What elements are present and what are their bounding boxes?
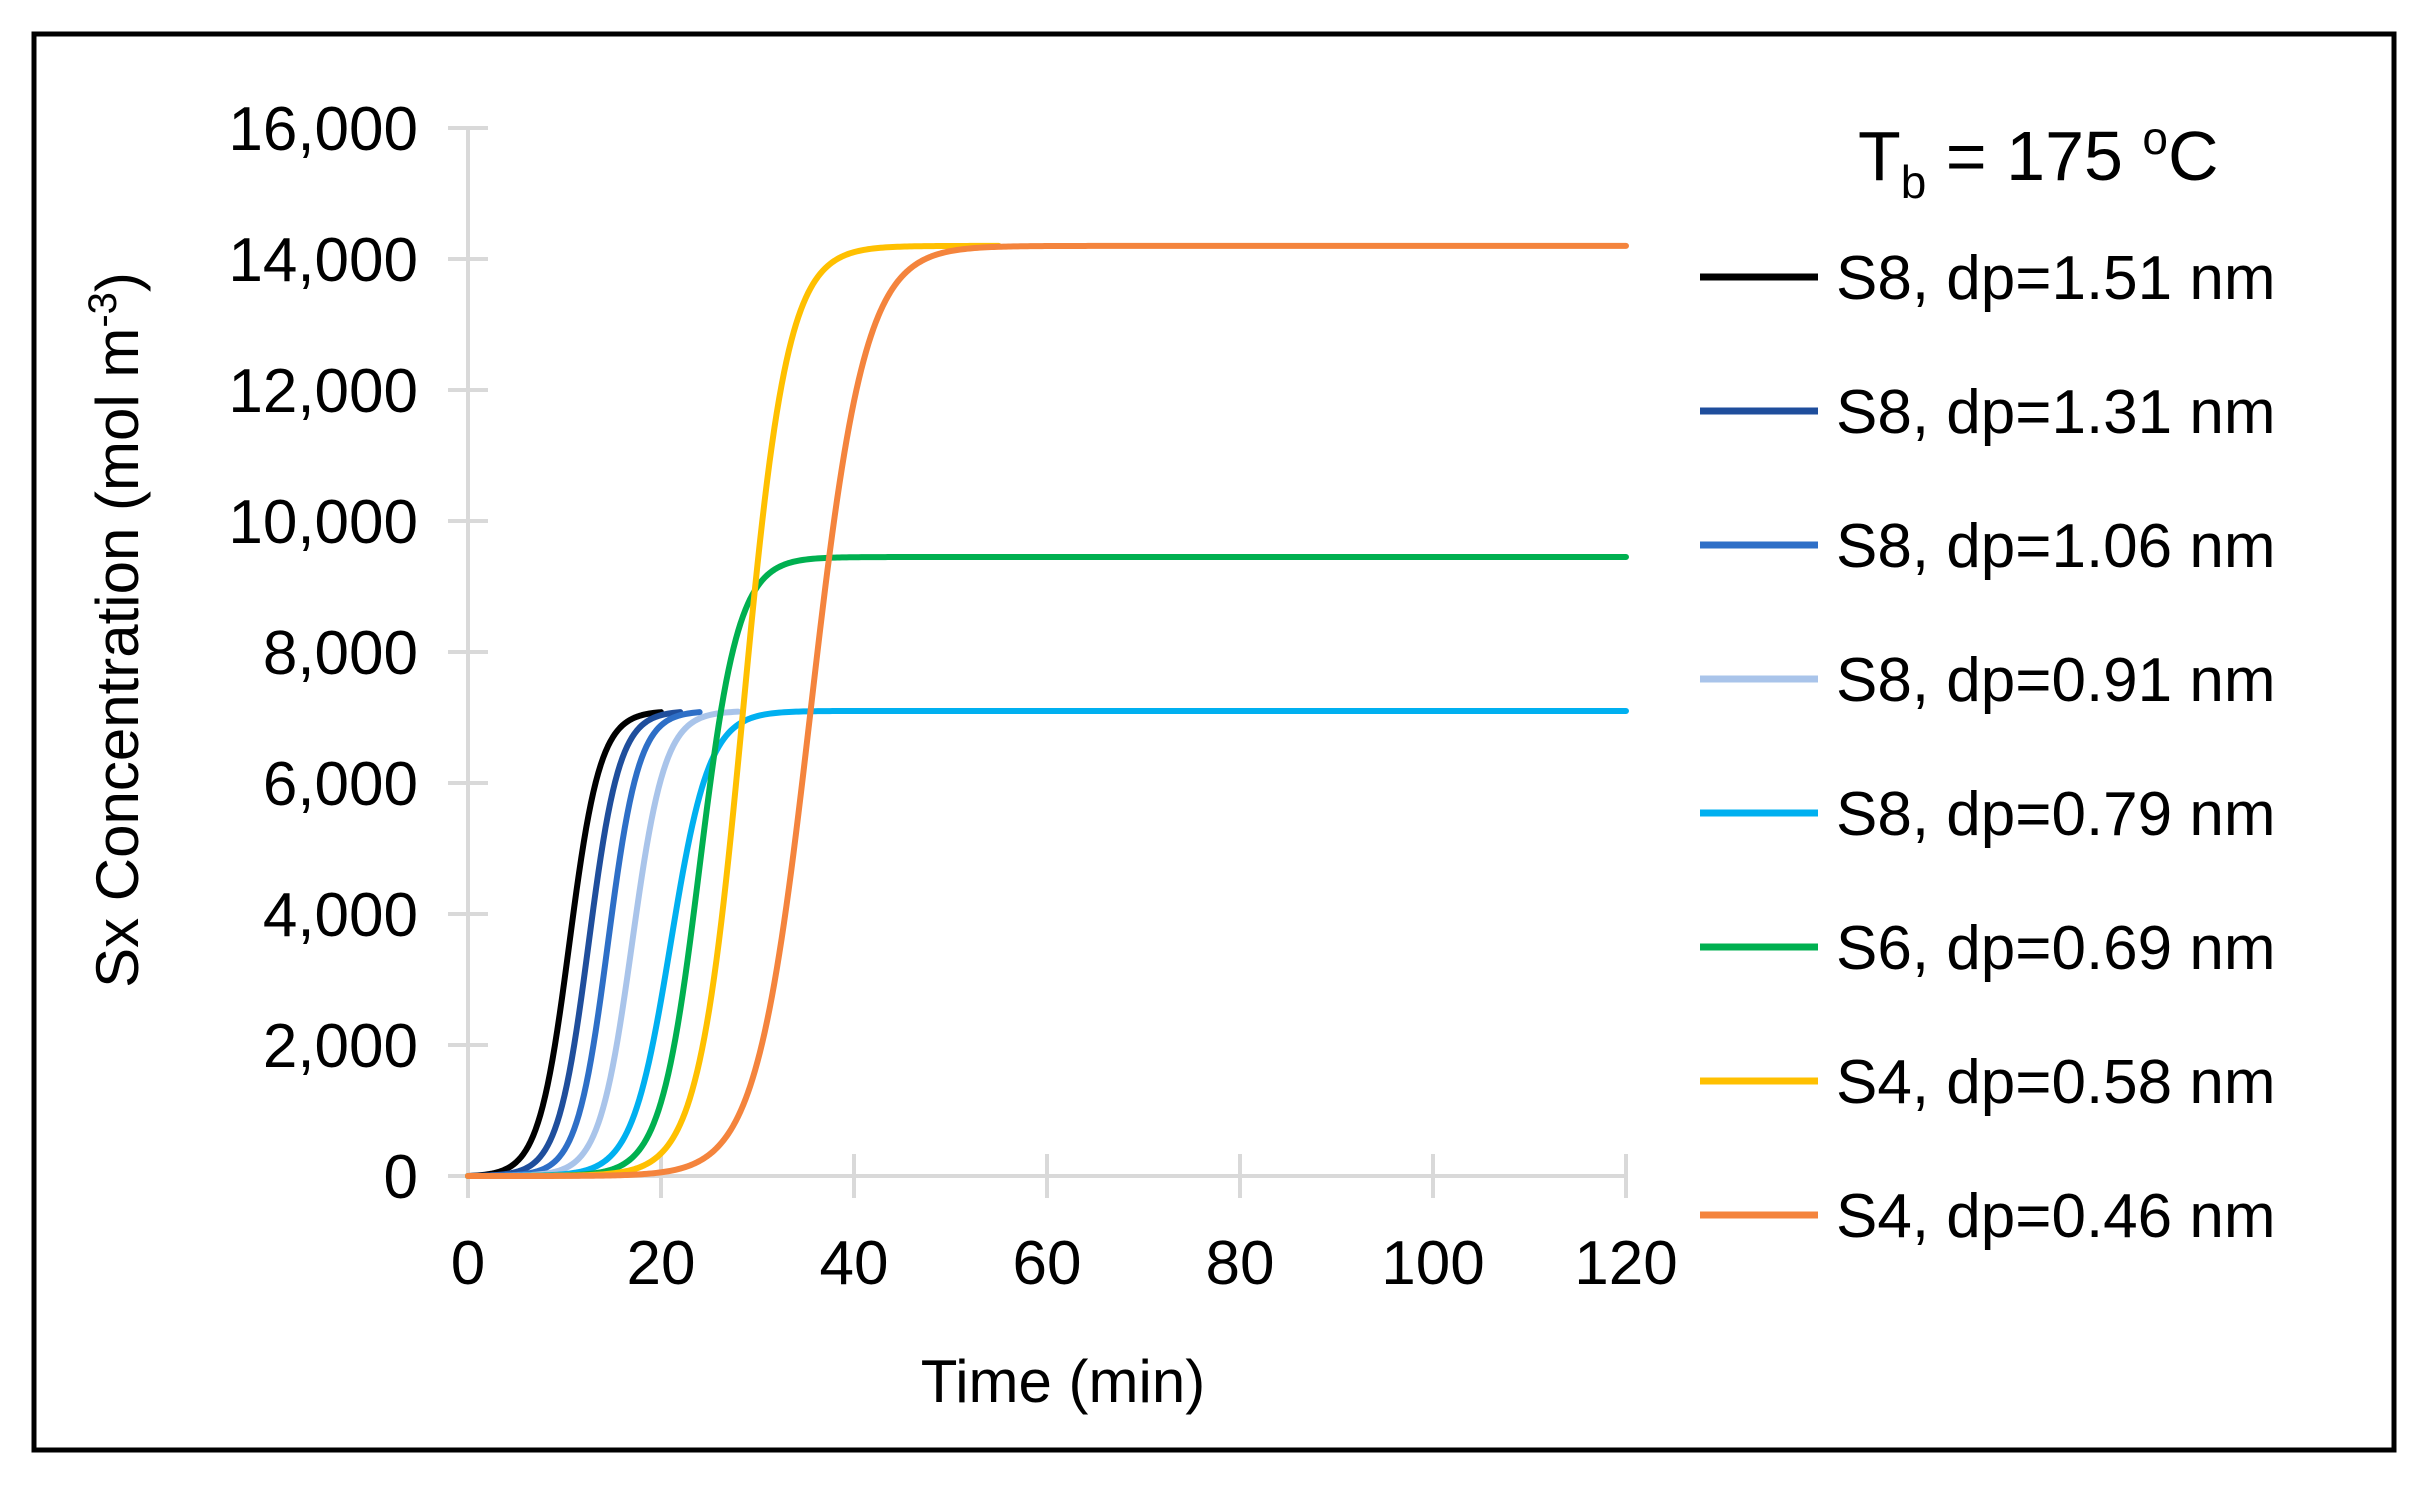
series-line-1	[465, 709, 664, 1179]
legend-label: S6, dp=0.69 nm	[1836, 914, 2275, 983]
y-tick-label: 14,000	[228, 226, 418, 295]
x-tick-label: 0	[451, 1229, 485, 1298]
y-axis-ticks: 0 2,000 4,000 6,000 8,000 10,000 12,000 14,000 1…	[228, 95, 488, 1212]
annotation-main: T	[1858, 117, 1901, 195]
annotation-superscript: o	[2142, 112, 2168, 164]
annotation-value: = 175	[1926, 117, 2142, 195]
y-tick-label: 2,000	[263, 1012, 418, 1081]
legend-label: S8, dp=1.06 nm	[1836, 512, 2275, 581]
chart-frame	[31, 31, 2397, 1453]
x-tick-label: 80	[1206, 1229, 1275, 1298]
y-axis-title: Sx Concentration (mol m-3)	[81, 272, 151, 988]
x-tick-label: 20	[627, 1229, 696, 1298]
y-axis-title-superscript: -3	[81, 292, 125, 328]
x-tick-label: 60	[1013, 1229, 1082, 1298]
y-tick-label: 6,000	[263, 750, 418, 819]
x-tick-label: 40	[820, 1229, 889, 1298]
y-tick-label: 16,000	[228, 95, 418, 164]
y-axis-title-main: Sx Concentration (mol m	[84, 328, 151, 988]
legend-label: S8, dp=1.51 nm	[1836, 244, 2275, 313]
x-axis-ticks: 0 20 40 60 80 100 120	[451, 1154, 1678, 1298]
y-axis-title-suffix: )	[84, 272, 151, 292]
y-tick-label: 8,000	[263, 619, 418, 688]
y-tick-label: 4,000	[263, 881, 418, 950]
y-tick-label: 10,000	[228, 488, 418, 557]
annotation-unit: C	[2168, 117, 2219, 195]
series-line-5	[465, 707, 1629, 1179]
legend-label: S4, dp=0.46 nm	[1836, 1182, 2275, 1251]
legend-label: S8, dp=0.91 nm	[1836, 646, 2275, 715]
legend-label: S4, dp=0.58 nm	[1836, 1048, 2275, 1117]
plot-series	[465, 242, 1629, 1179]
legend-label: S8, dp=0.79 nm	[1836, 780, 2275, 849]
y-tick-label: 12,000	[228, 357, 418, 426]
legend: S8, dp=1.51 nm S8, dp=1.31 nm S8, dp=1.06 …	[1700, 244, 2275, 1251]
x-tick-label: 100	[1381, 1229, 1484, 1298]
annotation-subscript: b	[1901, 156, 1927, 208]
y-tick-label: 0	[384, 1143, 418, 1212]
series-line-6	[465, 554, 1629, 1179]
temperature-annotation: Tb = 175 oC	[1858, 112, 2219, 208]
x-tick-label: 120	[1574, 1229, 1677, 1298]
x-axis-title: Time (min)	[921, 1348, 1205, 1415]
series-line-8	[465, 242, 1629, 1179]
legend-label: S8, dp=1.31 nm	[1836, 378, 2275, 447]
